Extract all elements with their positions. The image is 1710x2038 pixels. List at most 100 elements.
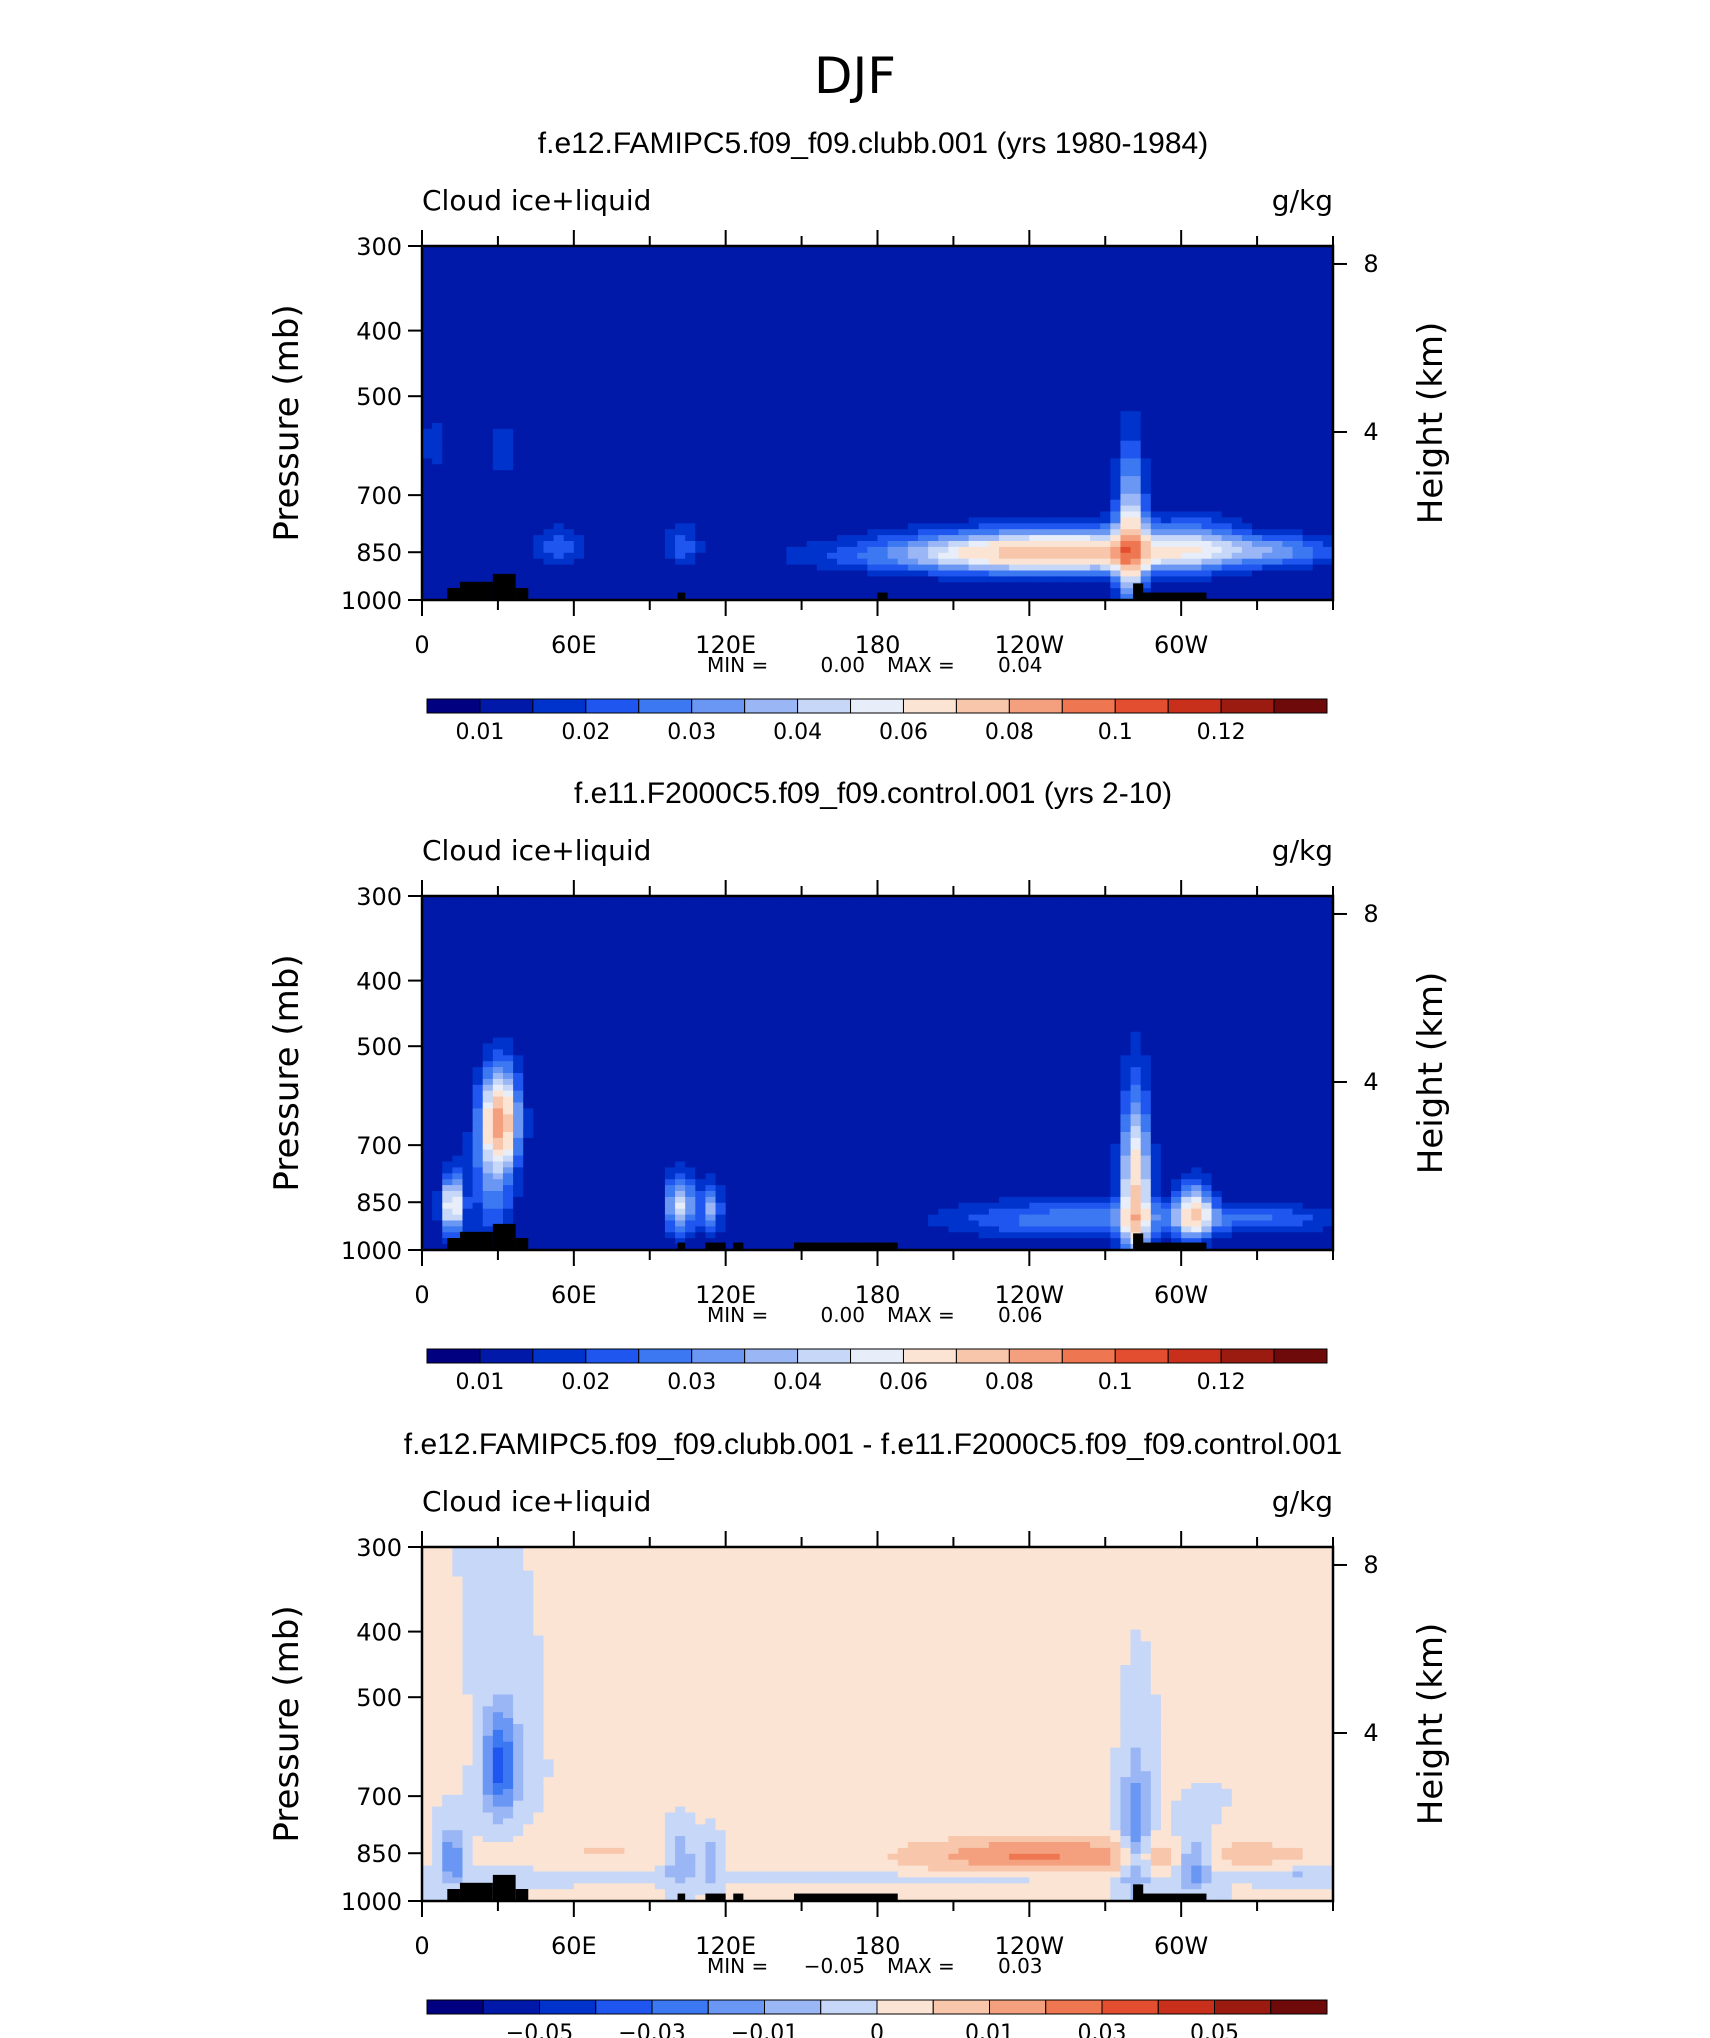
heatmap-cell	[907, 564, 919, 572]
heatmap-cell	[806, 458, 818, 465]
heatmap-cell	[1019, 440, 1030, 448]
heatmap-cell	[624, 328, 636, 336]
heatmap-cell	[958, 269, 970, 277]
heatmap-cell	[1231, 322, 1243, 330]
heatmap-cell	[917, 251, 929, 259]
heatmap-cell	[1302, 287, 1314, 294]
heatmap-cell	[1049, 541, 1061, 548]
heatmap-cell	[1322, 293, 1334, 300]
heatmap-cell	[1029, 440, 1041, 448]
heatmap-cell	[1150, 564, 1162, 572]
heatmap-cell	[806, 564, 818, 572]
heatmap-cell	[998, 411, 1010, 418]
heatmap-cell	[928, 322, 939, 330]
heatmap-cell	[1191, 305, 1203, 312]
heatmap-cell	[1069, 541, 1081, 548]
heatmap-cell	[563, 364, 575, 371]
heatmap-cell	[786, 287, 798, 294]
heatmap-cell	[705, 434, 717, 442]
heatmap-cell	[533, 364, 545, 371]
heatmap-cell	[1312, 257, 1324, 265]
heatmap-cell	[492, 423, 504, 430]
heatmap-cell	[735, 263, 747, 271]
heatmap-cell	[938, 334, 949, 341]
heatmap-cell	[887, 364, 899, 371]
field-label: Cloud ice+liquid	[422, 184, 651, 217]
heatmap-cell	[634, 393, 646, 400]
heatmap-cell	[1252, 517, 1263, 524]
heatmap-cell	[523, 523, 534, 530]
heatmap-cell	[826, 434, 838, 442]
heatmap-cell	[604, 434, 615, 442]
heatmap-cell	[745, 381, 757, 389]
heatmap-cell	[1160, 275, 1172, 282]
heatmap-cell	[1221, 482, 1233, 489]
heatmap-cell	[1171, 493, 1182, 501]
heatmap-cell	[1322, 558, 1334, 566]
heatmap-cell	[563, 328, 575, 336]
heatmap-cell	[664, 275, 676, 282]
heatmap-cell	[675, 310, 686, 318]
heatmap-cell	[573, 541, 585, 548]
heatmap-cell	[563, 358, 575, 365]
heatmap-cell	[644, 299, 656, 306]
heatmap-cell	[1241, 328, 1253, 336]
heatmap-cell	[513, 452, 524, 459]
heatmap-cell	[1130, 322, 1142, 330]
heatmap-cell	[462, 423, 474, 430]
heatmap-cell	[1211, 434, 1223, 442]
heatmap-cell	[634, 381, 646, 389]
heatmap-cell	[1252, 246, 1263, 253]
heatmap-cell	[715, 251, 727, 259]
heatmap-cell	[452, 411, 464, 418]
heatmap-cell	[1110, 499, 1122, 507]
heatmap-cell	[917, 346, 929, 353]
heatmap-cell	[1171, 458, 1182, 465]
heatmap-cell	[1282, 558, 1294, 566]
heatmap-cell	[857, 535, 868, 542]
heatmap-cell	[523, 346, 534, 353]
heatmap-cell	[604, 446, 615, 454]
heatmap-cell	[513, 458, 524, 465]
heatmap-cell	[715, 464, 727, 471]
heatmap-cell	[1079, 446, 1091, 454]
heatmap-cell	[442, 269, 453, 277]
heatmap-cell	[1140, 440, 1152, 448]
heatmap-cell	[725, 281, 737, 288]
heatmap-cell	[685, 287, 696, 294]
heatmap-cell	[988, 552, 1000, 560]
heatmap-cell	[563, 257, 575, 265]
heatmap-cell	[685, 529, 696, 536]
heatmap-cell	[816, 305, 828, 312]
heatmap-cell	[594, 322, 605, 330]
heatmap-cell	[472, 328, 484, 336]
heatmap-cell	[958, 405, 970, 412]
heatmap-cell	[776, 322, 787, 330]
heatmap-cell	[654, 482, 666, 489]
heatmap-cell	[816, 287, 828, 294]
heatmap-cell	[462, 446, 474, 454]
heatmap-cell	[1029, 299, 1041, 306]
heatmap-cell	[472, 434, 484, 442]
heatmap-cell	[988, 293, 1000, 300]
heatmap-cell	[472, 546, 484, 554]
heatmap-cell	[432, 310, 443, 318]
heatmap-cell	[725, 417, 737, 424]
heatmap-cell	[867, 251, 879, 259]
heatmap-cell	[948, 340, 960, 347]
heatmap-cell	[1120, 393, 1132, 400]
heatmap-cell	[887, 523, 899, 530]
heatmap-cell	[624, 558, 636, 566]
heatmap-cell	[1201, 535, 1213, 542]
heatmap-cell	[685, 417, 696, 424]
heatmap-cell	[442, 487, 453, 495]
heatmap-cell	[634, 417, 646, 424]
heatmap-cell	[1221, 487, 1233, 495]
heatmap-cell	[1312, 535, 1324, 542]
heatmap-cell	[583, 375, 595, 383]
heatmap-cell	[826, 452, 838, 459]
heatmap-cell	[837, 310, 848, 318]
heatmap-cell	[917, 541, 929, 548]
heatmap-cell	[1231, 552, 1243, 560]
heatmap-cell	[482, 322, 494, 330]
